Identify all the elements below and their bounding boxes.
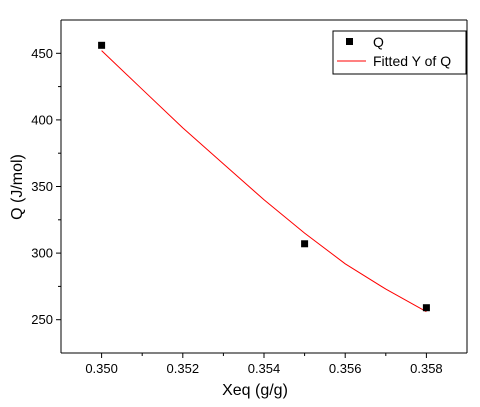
x-tick-label: 0.358 (410, 361, 443, 376)
x-tick-label: 0.350 (85, 361, 118, 376)
data-points-layer (98, 41, 430, 312)
data-point (301, 240, 309, 248)
x-axis-title: Xeq (g/g) (222, 382, 288, 399)
legend: Q Fitted Y of Q (332, 30, 467, 75)
x-tick-label: 0.354 (248, 361, 281, 376)
fit-line-layer (101, 50, 427, 313)
x-tick-label: 0.352 (167, 361, 200, 376)
data-point (98, 41, 106, 49)
y-tick-label: 400 (31, 112, 53, 127)
y-tick-label: 450 (31, 46, 53, 61)
x-ticks: 0.350 0.352 0.354 0.356 0.358 (85, 353, 443, 376)
y-tick-label: 250 (31, 312, 53, 327)
data-point (422, 304, 430, 312)
y-ticks: 250 300 350 400 450 (31, 46, 61, 327)
legend-label-q: Q (373, 34, 384, 50)
legend-label-fit: Fitted Y of Q (373, 53, 451, 69)
y-tick-label: 300 (31, 246, 53, 261)
legend-box (332, 30, 467, 75)
y-tick-label: 350 (31, 179, 53, 194)
x-tick-label: 0.356 (329, 361, 362, 376)
legend-marker-q (346, 38, 353, 45)
y-axis-title: Q (J/mol) (9, 154, 26, 220)
fit-line (101, 50, 427, 313)
